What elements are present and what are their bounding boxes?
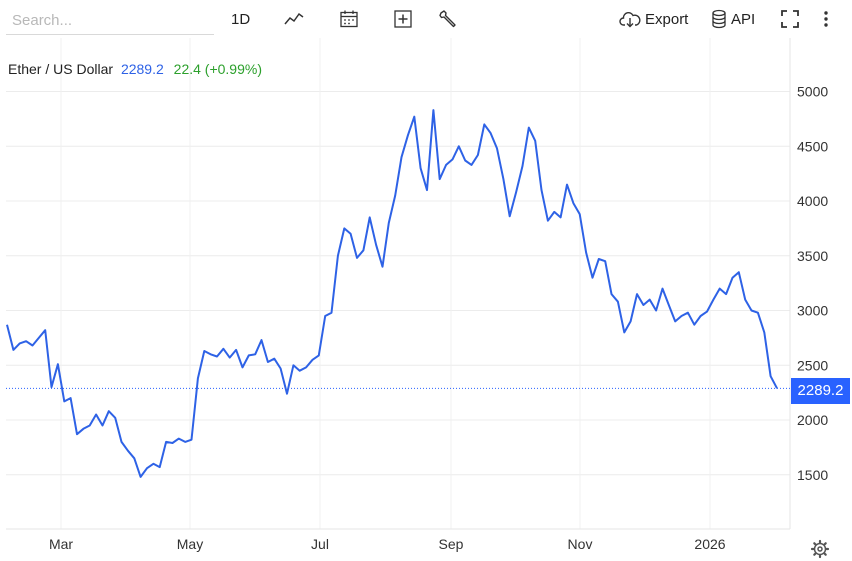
fullscreen-button[interactable] — [780, 6, 800, 32]
price-series-line — [6, 109, 778, 478]
more-menu-button[interactable] — [818, 6, 834, 32]
api-label: API — [731, 10, 756, 28]
legend-price: 2289.2 — [120, 61, 164, 77]
y-tick-label: 4000 — [797, 193, 828, 209]
search-input[interactable] — [6, 6, 214, 35]
legend-change: 22.4 (+0.99%) — [173, 61, 262, 77]
date-range-button[interactable] — [339, 6, 359, 32]
wrench-icon — [439, 10, 456, 28]
interval-label: 1D — [231, 10, 251, 28]
x-tick-label: 2026 — [694, 536, 725, 552]
export-button[interactable]: Export — [619, 6, 688, 32]
symbol-name: Ether / US Dollar — [8, 61, 114, 77]
settings-tools-button[interactable] — [438, 6, 458, 32]
x-tick-label: Nov — [568, 536, 593, 552]
x-tick-label: Sep — [439, 536, 464, 552]
fullscreen-icon — [781, 10, 799, 28]
export-label: Export — [645, 10, 689, 28]
y-tick-label: 4500 — [797, 138, 828, 154]
y-tick-label: 5000 — [797, 84, 828, 100]
gear-icon[interactable] — [810, 539, 830, 559]
add-indicator-button[interactable] — [393, 6, 413, 32]
x-tick-label: May — [177, 536, 203, 552]
plus-square-icon — [394, 10, 412, 28]
y-tick-label: 1500 — [797, 467, 828, 483]
api-button[interactable]: API — [711, 6, 755, 32]
last-price-tag: 2289.2 — [791, 378, 850, 404]
database-icon — [712, 9, 726, 29]
price-chart[interactable]: 1500 2000 2500 3000 3500 4000 4500 5000 Mar May Ju… — [0, 38, 852, 561]
toolbar: 1D Export — [0, 0, 852, 38]
y-tick-label: 2500 — [797, 357, 828, 373]
line-chart-icon — [284, 12, 304, 25]
x-tick-label: Jul — [311, 536, 329, 552]
chart-type-button[interactable] — [284, 6, 304, 32]
x-tick-label: Mar — [49, 536, 73, 552]
y-tick-label: 3000 — [797, 303, 828, 319]
chart-legend: Ether / US Dollar 2289.2 22.4 (+0.99%) — [8, 61, 262, 77]
y-tick-label: 2000 — [797, 412, 828, 428]
cloud-download-icon — [619, 11, 641, 28]
interval-button[interactable]: 1D — [231, 6, 250, 32]
calendar-icon — [340, 10, 358, 28]
y-tick-label: 3500 — [797, 248, 828, 264]
more-vertical-icon — [824, 11, 828, 27]
